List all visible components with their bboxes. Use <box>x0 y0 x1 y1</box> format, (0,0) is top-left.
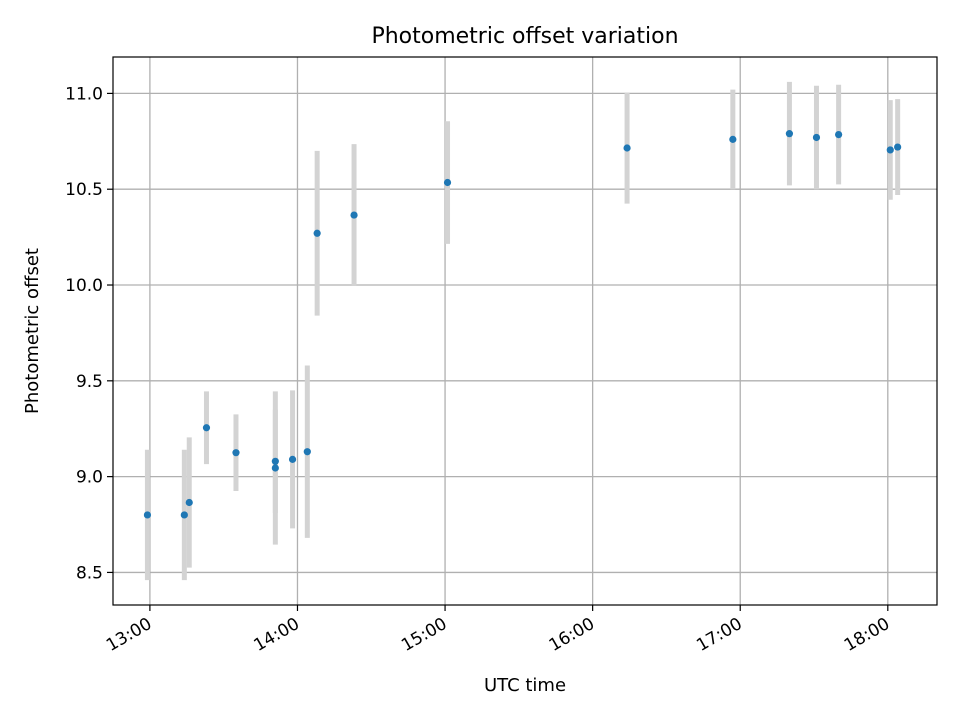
data-point <box>350 211 358 219</box>
data-points <box>143 130 902 519</box>
data-point <box>185 498 193 507</box>
data-point <box>303 448 311 456</box>
data-point <box>202 424 211 432</box>
data-point <box>443 178 452 187</box>
data-point <box>812 133 821 142</box>
y-tick-label: 10.5 <box>65 180 103 200</box>
data-point <box>232 449 240 457</box>
x-tick-label: 14:00 <box>251 614 303 656</box>
data-point <box>835 131 843 139</box>
x-tick-label: 18:00 <box>841 614 893 656</box>
data-point <box>886 146 894 154</box>
x-tick-label: 16:00 <box>546 614 598 656</box>
data-point <box>143 511 152 519</box>
data-point <box>271 464 279 472</box>
y-tick-label: 9.5 <box>76 372 103 392</box>
y-axis-label: Photometric offset <box>22 248 43 414</box>
x-tick-label: 17:00 <box>693 614 745 656</box>
x-tick-label: 15:00 <box>398 614 450 656</box>
plot-frame <box>112 56 938 606</box>
y-tick-label: 9.0 <box>76 468 103 488</box>
data-point <box>180 511 188 519</box>
data-point <box>785 130 794 138</box>
data-point <box>894 143 902 151</box>
data-point <box>271 457 279 465</box>
axis-ticks: 13:00 14:00 15:00 16:00 17:00 18:00 8.5 9.0 9.5 1… <box>65 84 893 655</box>
data-point <box>623 144 631 152</box>
data-point <box>288 455 297 463</box>
data-point <box>313 229 321 237</box>
chart-title: Photometric offset variation <box>371 24 678 49</box>
y-tick-label: 8.5 <box>76 563 103 583</box>
x-tick-label: 13:00 <box>103 614 155 656</box>
y-tick-label: 10.0 <box>65 276 103 296</box>
data-point <box>729 135 737 143</box>
y-tick-label: 11.0 <box>65 84 103 104</box>
x-axis-label: UTC time <box>484 675 566 696</box>
error-bars <box>144 81 901 581</box>
